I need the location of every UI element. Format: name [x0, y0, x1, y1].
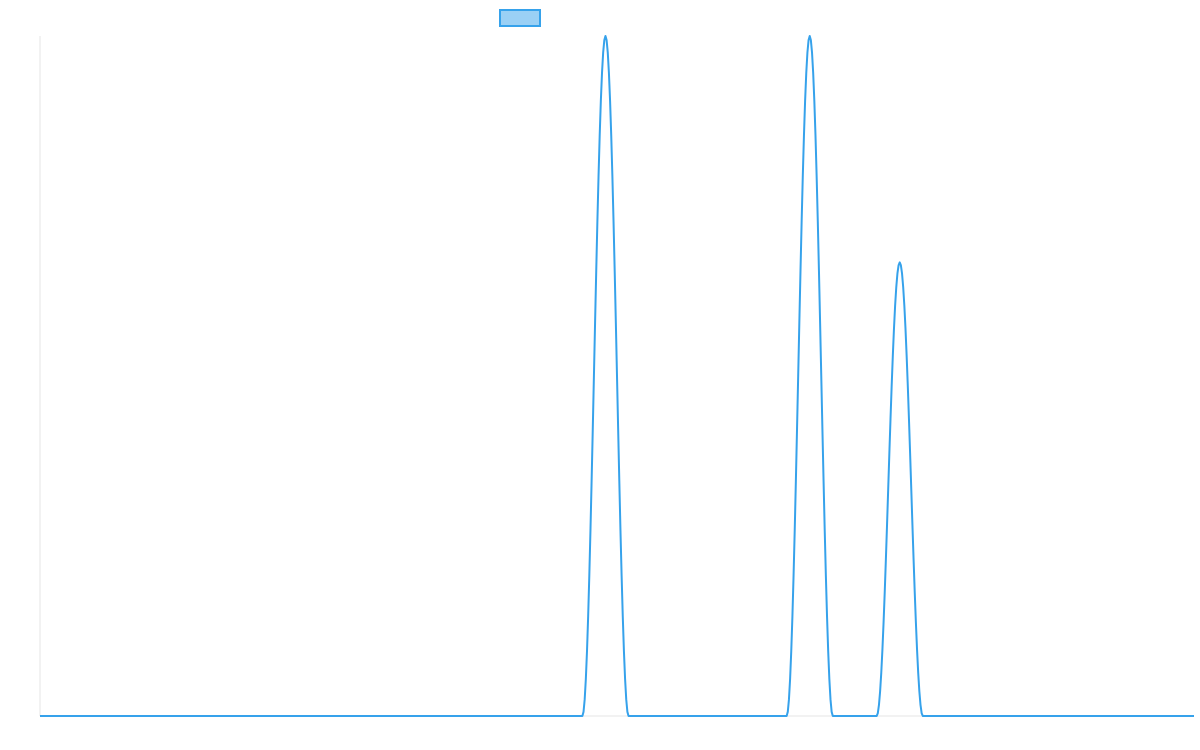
series-layer [40, 35, 1194, 717]
legend-swatch-0[interactable] [499, 9, 541, 27]
series-line-0 [40, 35, 1194, 717]
legend[interactable] [499, 9, 541, 27]
